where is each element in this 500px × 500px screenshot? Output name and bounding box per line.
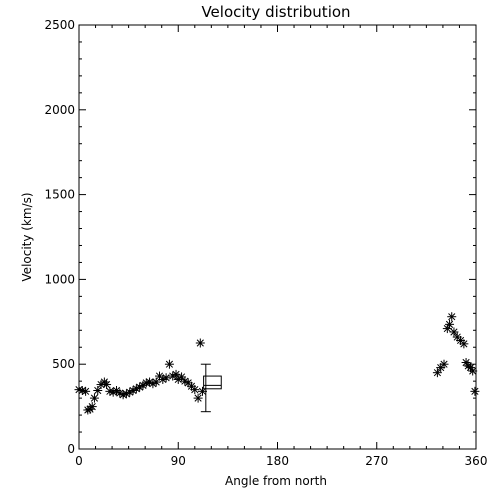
x-tick-label: 270: [365, 454, 388, 468]
data-point: [190, 385, 200, 395]
data-point: [445, 319, 455, 329]
data-point: [470, 386, 480, 396]
axis-ticks: 0 500 1000 1500 2000 2500 0 90 180 270 360: [44, 18, 487, 468]
y-tick-label: 1500: [44, 188, 75, 202]
x-axis-title: Angle from north: [225, 474, 327, 488]
box-rect: [203, 375, 222, 390]
data-point: [161, 373, 171, 383]
y-tick-label: 1000: [44, 272, 75, 286]
x-tick-label: 360: [465, 454, 488, 468]
data-point: [87, 402, 97, 412]
y-tick-label: 2000: [44, 103, 75, 117]
data-points: [74, 312, 480, 415]
data-point: [459, 339, 469, 349]
data-point: [447, 312, 457, 322]
data-point: [468, 366, 478, 376]
data-point: [439, 359, 449, 369]
box-summary: [200, 363, 222, 413]
x-tick-label: 180: [266, 454, 289, 468]
data-point: [195, 338, 205, 348]
x-tick-label: 90: [171, 454, 186, 468]
y-tick-label: 2500: [44, 18, 75, 32]
y-tick-label: 500: [52, 357, 75, 371]
data-point: [164, 359, 174, 369]
data-point: [449, 327, 459, 337]
data-point: [432, 368, 442, 378]
data-point: [81, 386, 91, 396]
data-point: [89, 393, 99, 403]
y-tick-label: 0: [67, 442, 75, 456]
y-axis-title: Velocity (km/s): [20, 192, 34, 281]
chart-title: Velocity distribution: [201, 3, 350, 21]
data-point: [193, 393, 203, 403]
x-tick-label: 0: [75, 454, 83, 468]
data-point: [102, 380, 112, 390]
